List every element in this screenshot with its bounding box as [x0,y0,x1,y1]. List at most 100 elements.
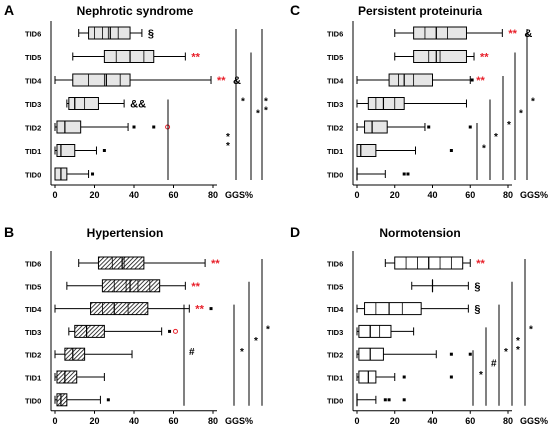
panel-d: D Normotension [290,224,461,240]
category-label: TID2 [25,124,41,133]
bracket-label: * [264,97,268,108]
bracket-label: * [240,347,244,358]
significance-mark: && [130,99,146,111]
box [356,144,377,157]
category-label: TID5 [327,282,343,291]
outlier-point [152,125,156,129]
significance-mark: ** [191,52,200,64]
x-tick-label: 80 [503,416,513,426]
panel-a: A Nephrotic syndrome [4,2,194,18]
outlier-point [449,375,453,379]
box [56,370,78,384]
panel-c-letter: C [290,2,300,18]
bracket-label: * [519,108,523,119]
box [64,347,86,361]
box [367,97,405,110]
bracket-label: * [516,336,520,347]
box [68,97,99,110]
outlier-point [102,149,106,152]
outlier-point [91,172,95,176]
box [97,256,145,270]
outlier-point [209,307,213,311]
category-label: TID1 [327,147,343,156]
category-label: TID6 [327,260,343,269]
box [56,120,82,134]
box [88,26,131,40]
panel-d-title: Normotension [379,226,460,240]
panel-d-plot: TID6 TID5 TID4 TID3 TID2 TID1 TID0 0 20 40 60 80 GGS… [327,251,548,426]
panel-c-title: Persistent proteinuria [358,4,482,18]
bracket-label: # [189,347,195,358]
box [364,302,422,316]
x-tick-label: 0 [52,416,57,426]
category-label: TID6 [25,260,41,269]
x-tick-label: 40 [129,416,139,426]
significance-mark: ** [211,258,220,270]
outlier-point [449,352,453,356]
bracket-label: * [516,345,520,356]
category-label: TID4 [327,305,344,314]
bracket-label: * [507,120,511,131]
x-tick-label: 40 [427,416,437,426]
panel-d-letter: D [290,224,300,240]
x-tick-label: 60 [168,190,178,200]
outlier-point [449,149,453,152]
x-tick-label: 60 [465,416,475,426]
outlier-point [387,398,391,402]
category-label: TID0 [327,171,343,180]
bracket-label: * [504,347,508,358]
panel-a-letter: A [4,2,14,18]
x-tick-label: 80 [208,416,218,426]
category-label: TID4 [25,77,42,86]
significance-mark: & [524,28,532,40]
box [56,144,76,157]
panel-a-plot: TID6 TID5 TID4 TID3 TID2 TID1 TID0 0 20 40 60 80 GGS… [25,21,268,200]
outlier-point-red [172,328,178,334]
bracket-label: * [529,324,533,335]
bracket-label: * [531,97,535,108]
x-tick-label: 20 [390,416,400,426]
significance-mark: ** [217,75,226,87]
box [56,393,68,407]
category-label: TID4 [327,77,344,86]
category-label: TID2 [327,351,343,360]
box [74,324,105,338]
category-label: TID5 [327,53,343,62]
significance-mark: § [474,304,480,316]
outlier-point [168,329,172,333]
category-label: TID3 [327,328,343,337]
category-label: TID2 [25,351,41,360]
category-label: TID1 [327,374,343,383]
significance-mark: ** [476,75,485,87]
outlier-point [406,172,410,176]
panel-b-title: Hypertension [87,226,164,240]
category-label: TID5 [25,282,41,291]
significance-mark: ** [476,258,485,270]
bracket-label: * [494,132,498,143]
x-tick-label: 80 [503,190,513,200]
bracket-label: * [479,370,483,381]
x-tick-label: 20 [89,190,99,200]
bracket-label: * [256,108,260,119]
significance-mark: ** [195,304,204,316]
x-tick-label: 0 [52,190,57,200]
category-label: TID2 [327,124,343,133]
x-tick-label: 40 [427,190,437,200]
significance-mark: ** [480,52,489,64]
category-label: TID5 [25,53,41,62]
category-label: TID0 [25,396,41,405]
panel-a-title: Nephrotic syndrome [77,4,194,18]
outlier-point [427,125,431,129]
significance-mark: § [148,28,154,40]
plot-area: TID6 TID5 TID4 TID3 TID2 TID1 TID0 0 20 40 60 80 GGS… [25,21,548,426]
bracket-label: * [482,144,486,155]
category-label: TID3 [25,328,41,337]
significance-mark: ** [508,28,517,40]
bracket-label: * [264,106,268,117]
box [388,73,433,87]
panel-c: C Persistent proteinuria [290,2,482,18]
category-label: TID3 [327,100,343,109]
significance-mark: § [474,281,480,293]
significance-mark: ** [191,281,200,293]
